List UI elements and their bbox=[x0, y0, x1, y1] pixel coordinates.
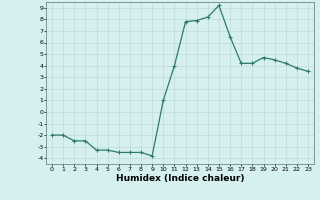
X-axis label: Humidex (Indice chaleur): Humidex (Indice chaleur) bbox=[116, 174, 244, 183]
